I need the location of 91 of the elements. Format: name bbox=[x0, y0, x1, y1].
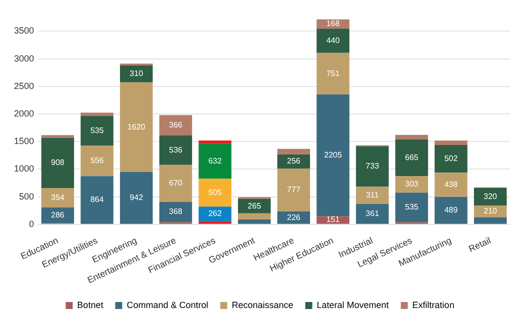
data-label: 438 bbox=[444, 180, 458, 189]
bar bbox=[41, 138, 74, 188]
legend-label: Reconaissance bbox=[232, 300, 294, 310]
bar bbox=[238, 219, 271, 224]
data-label: 311 bbox=[366, 190, 380, 200]
bar bbox=[277, 148, 310, 154]
data-label: 751 bbox=[326, 68, 340, 78]
data-label: 320 bbox=[484, 192, 498, 202]
bar bbox=[356, 204, 389, 224]
data-label: 864 bbox=[90, 195, 104, 204]
bar bbox=[80, 176, 114, 224]
bar bbox=[159, 164, 192, 202]
bar bbox=[434, 144, 468, 173]
data-label: 210 bbox=[484, 206, 498, 216]
data-label: 354 bbox=[51, 192, 65, 202]
data-label: 632 bbox=[208, 156, 222, 166]
data-label: 505 bbox=[208, 188, 222, 197]
y-tick-label: 1000 bbox=[14, 164, 34, 174]
bar bbox=[198, 140, 232, 144]
y-tick-label: 2500 bbox=[14, 80, 34, 91]
bar bbox=[41, 135, 74, 138]
data-label: 265 bbox=[248, 201, 262, 210]
bar bbox=[395, 139, 428, 176]
bar bbox=[120, 82, 153, 172]
bar bbox=[316, 52, 350, 94]
bar bbox=[434, 172, 468, 197]
data-label: 535 bbox=[90, 126, 104, 135]
data-label: 256 bbox=[286, 156, 301, 166]
bar bbox=[198, 144, 232, 179]
data-label: 440 bbox=[326, 36, 340, 45]
y-tick-label: 500 bbox=[18, 191, 34, 202]
bar bbox=[238, 213, 271, 220]
data-label: 226 bbox=[286, 212, 301, 222]
y-tick-label: 0 bbox=[29, 218, 34, 229]
data-label: 262 bbox=[208, 209, 222, 218]
data-label: 303 bbox=[404, 180, 419, 189]
data-label: 535 bbox=[404, 202, 419, 212]
y-tick-label: 3000 bbox=[14, 53, 34, 64]
bar bbox=[474, 217, 507, 224]
bar bbox=[159, 135, 192, 165]
bar bbox=[356, 186, 389, 204]
bar bbox=[120, 172, 153, 224]
data-label: 1620 bbox=[127, 122, 146, 132]
data-label: 556 bbox=[90, 156, 104, 166]
data-label: 665 bbox=[404, 152, 419, 162]
data-label: 151 bbox=[326, 215, 340, 224]
bar bbox=[277, 211, 310, 224]
data-label: 908 bbox=[51, 158, 65, 168]
bar bbox=[238, 198, 271, 214]
bar bbox=[395, 134, 428, 140]
bar bbox=[277, 168, 310, 212]
legend-label: Command & Control bbox=[126, 300, 208, 310]
data-label: 366 bbox=[169, 120, 183, 130]
bar bbox=[434, 140, 468, 145]
y-tick-label: 3500 bbox=[14, 26, 34, 36]
data-label: 670 bbox=[169, 178, 183, 188]
bar bbox=[356, 146, 389, 187]
legend-label: Lateral Movement bbox=[316, 300, 390, 310]
data-label: 361 bbox=[366, 209, 380, 218]
bar bbox=[198, 178, 232, 207]
data-label: 168 bbox=[326, 19, 340, 28]
data-label: 942 bbox=[130, 193, 144, 202]
bar bbox=[41, 188, 74, 208]
y-tick-label: 1500 bbox=[14, 136, 34, 146]
bar bbox=[159, 115, 192, 136]
bar bbox=[41, 208, 74, 224]
data-label: 502 bbox=[444, 154, 458, 164]
bar bbox=[395, 192, 428, 222]
x-tick-label: Retail bbox=[467, 235, 492, 254]
bar bbox=[159, 202, 192, 222]
data-label: 286 bbox=[51, 210, 65, 220]
data-label: 536 bbox=[169, 145, 183, 154]
bar bbox=[80, 116, 114, 146]
bar bbox=[120, 65, 153, 82]
bar bbox=[198, 206, 232, 222]
legend-label: Exfiltration bbox=[412, 300, 454, 310]
data-label: 310 bbox=[130, 69, 144, 78]
legend-label: Botnet bbox=[77, 300, 104, 310]
bar bbox=[316, 28, 350, 53]
bar bbox=[434, 196, 468, 224]
data-label: 777 bbox=[286, 185, 301, 194]
bar bbox=[316, 94, 350, 216]
data-label: 2205 bbox=[324, 150, 342, 160]
data-label: 489 bbox=[444, 206, 458, 215]
bar bbox=[474, 188, 507, 206]
bar bbox=[80, 145, 114, 176]
data-label: 368 bbox=[169, 207, 183, 216]
y-tick-label: 2000 bbox=[14, 108, 34, 118]
bar bbox=[198, 221, 232, 224]
bar bbox=[80, 112, 114, 116]
data-label: 733 bbox=[366, 162, 380, 171]
